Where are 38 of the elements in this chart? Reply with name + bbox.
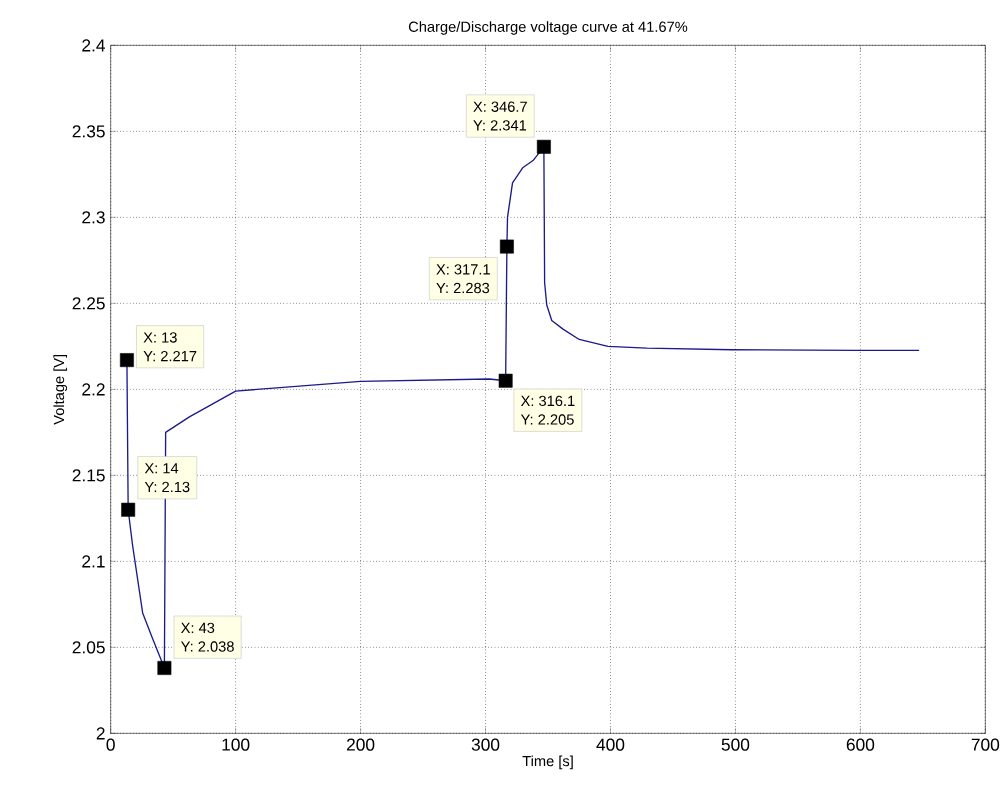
y-tick-label: 2.2 [82,383,105,396]
annotation: Y: 2.341 [473,120,527,131]
annotation: Y: 2.283 [436,282,490,294]
y-tick-label: 2.4 [82,39,106,52]
y-tick-label: 2.1 [82,555,105,568]
annotation: Y: 2.205 [520,414,574,425]
x-tick-label: 200 [346,738,375,751]
y-tick-label: 2.25 [72,297,105,310]
point [157,661,172,675]
annotation: Y: 2.217 [143,350,197,362]
point [499,239,514,254]
annotation: X: 43 [181,622,215,634]
y-tick-label: 2.35 [72,125,105,138]
point [121,502,136,517]
x-tick-label: 400 [596,738,625,751]
annotation: X: 13 [143,332,177,343]
point [119,353,134,368]
x-tick-label: 500 [721,738,750,751]
annotation: Y: 2.13 [144,481,190,493]
y-tick-label: 2.05 [72,641,105,654]
y-tick-label: 2.15 [72,469,105,482]
annotation: X: 346.7 [473,101,527,112]
annotation: Y: 2.038 [180,641,234,652]
x-tick-label: 0 [106,738,115,751]
x-tick-label: 600 [846,738,875,751]
annotation: X: 14 [144,463,179,474]
point [498,373,513,388]
point [536,139,551,154]
x-tick-label: 700 [971,738,1000,751]
chart-title: Charge/Discharge voltage curve at 41.67% [408,21,688,35]
y-axis-title: Voltage [V] [53,354,68,425]
y-tick-label: 2 [96,727,105,740]
x-axis-title: Time [s] [522,755,573,770]
x-tick-label: 100 [222,738,250,751]
x-tick-label: 300 [471,738,500,751]
y-tick-label: 2.3 [82,211,105,224]
annotation: X: 316.1 [520,395,575,407]
annotation: X: 317.1 [436,264,490,275]
